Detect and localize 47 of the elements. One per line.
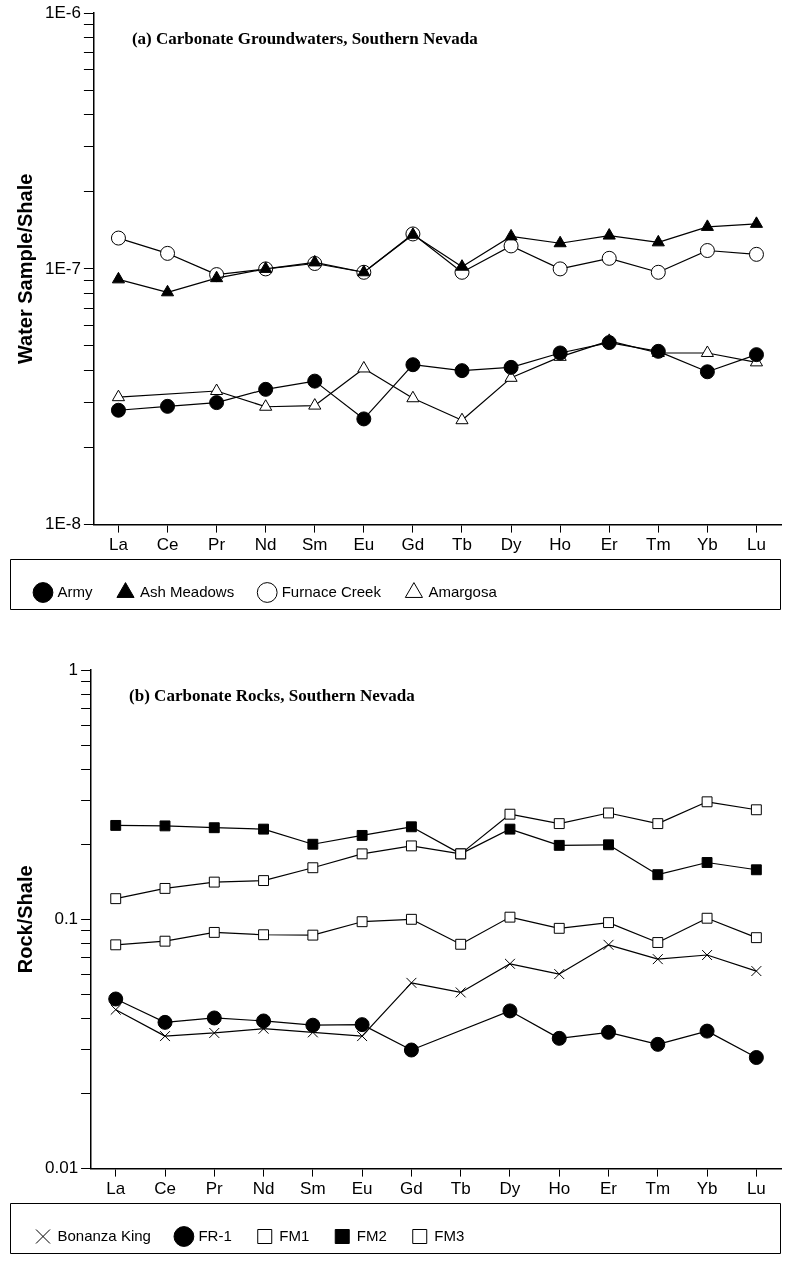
x-tick-label: Eu	[353, 535, 375, 555]
x-tick-label: Nd	[252, 1179, 275, 1199]
x-tick-label: Dy	[500, 535, 522, 555]
legend-label: FM1	[279, 1226, 310, 1244]
legend-label: FM2	[356, 1226, 387, 1244]
x-tick-label: Ho	[548, 1179, 571, 1199]
x-tick-label: Tm	[645, 1179, 671, 1199]
x-tick-label: Er	[600, 535, 619, 555]
x-tick-label: Gd	[401, 535, 425, 555]
x-tick-label: Yb	[696, 1179, 718, 1199]
text: (a) Carbonate Groundwaters, Southern Nevada	[131, 29, 479, 49]
y-axis-title: Rock/Shale	[13, 865, 36, 974]
legend-label: FR-1	[198, 1226, 232, 1244]
legend-label: Army	[57, 582, 93, 600]
x-tick-label: Lu	[746, 1179, 766, 1199]
legend-label: FM3	[434, 1226, 465, 1244]
y-tick-label: 0.01	[44, 1158, 79, 1178]
x-tick-label: Er	[600, 1179, 618, 1199]
x-tick-label: Ho	[549, 535, 572, 555]
x-tick-label: Tb	[452, 535, 472, 555]
x-tick-label: Sm	[300, 1179, 326, 1199]
x-tick-label: Yb	[696, 535, 718, 555]
x-tick-label: Ce	[154, 1179, 176, 1199]
x-tick-label: La	[106, 1179, 126, 1199]
y-tick-label: 1E-7	[44, 258, 81, 278]
x-tick-label: Eu	[351, 1179, 373, 1199]
x-tick-label: Pr	[208, 535, 226, 555]
y-tick-label: 0.1	[54, 908, 79, 928]
legend-label: Bonanza King	[57, 1226, 151, 1244]
y-tick-label: 1	[68, 659, 79, 679]
x-tick-label: Gd	[400, 1179, 423, 1199]
legend-label: Amargosa	[428, 582, 498, 600]
x-tick-label: Tb	[450, 1179, 471, 1199]
x-tick-label: Lu	[747, 535, 766, 555]
y-axis-title: Water Sample/Shale	[13, 173, 36, 365]
legend-label: Ash Meadows	[140, 582, 235, 600]
x-tick-label: Sm	[302, 535, 328, 555]
y-tick-label: 1E-6	[44, 2, 81, 22]
legend-label: Furnace Creek	[281, 582, 382, 600]
x-tick-label: La	[108, 535, 129, 555]
x-tick-label: Ce	[156, 535, 179, 555]
x-tick-label: Dy	[499, 1179, 521, 1199]
x-tick-label: Tm	[646, 535, 671, 555]
x-tick-label: Nd	[254, 535, 277, 555]
x-tick-label: Pr	[205, 1179, 224, 1199]
y-tick-label: 1E-8	[44, 514, 81, 534]
text: (b) Carbonate Rocks, Southern Nevada	[129, 685, 416, 705]
